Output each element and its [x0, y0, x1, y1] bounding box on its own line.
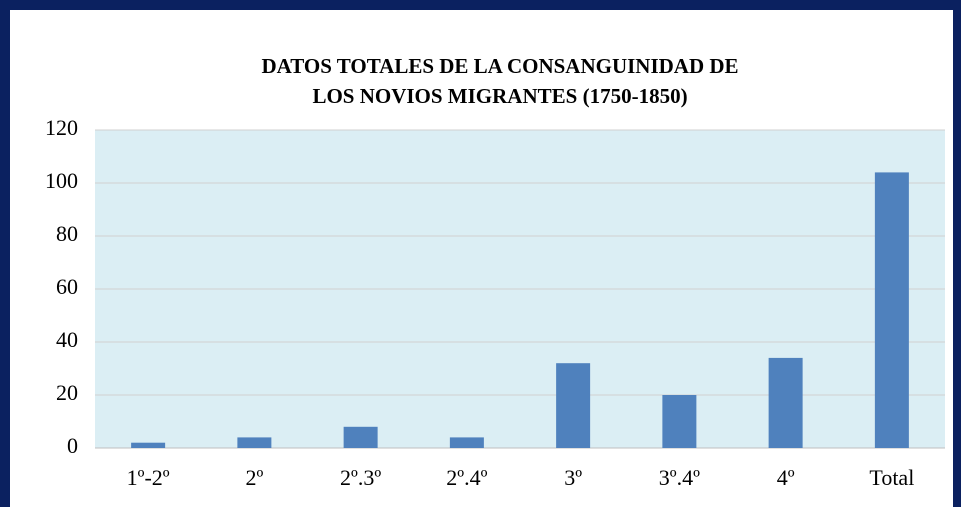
frame-top: [0, 0, 961, 10]
y-tick-label: 100: [45, 168, 78, 193]
x-tick-label: 2º: [245, 465, 263, 490]
y-tick-label: 80: [56, 221, 78, 246]
frame-right: [953, 0, 961, 507]
x-tick-label: 2º.4º: [446, 465, 487, 490]
bar: [237, 437, 272, 448]
x-tick-label: 2º.3º: [340, 465, 381, 490]
y-tick-label: 40: [56, 327, 78, 352]
x-tick-label: 3º.4º: [659, 465, 700, 490]
frame-left: [0, 0, 10, 507]
x-tick-label: 4º: [777, 465, 795, 490]
bar: [874, 172, 909, 448]
y-tick-label: 0: [67, 433, 78, 458]
bar: [556, 363, 591, 448]
x-tick-label: 3º: [564, 465, 582, 490]
x-tick-label: Total: [869, 465, 914, 490]
bar: [662, 395, 697, 448]
y-tick-label: 120: [45, 115, 78, 140]
x-tick-label: 1º-2º: [127, 465, 170, 490]
chart-title: LOS NOVIOS MIGRANTES (1750-1850): [312, 84, 687, 108]
chart-title: DATOS TOTALES DE LA CONSANGUINIDAD DE: [261, 54, 738, 78]
bar: [768, 357, 803, 448]
bar: [131, 442, 166, 448]
bar: [343, 426, 378, 448]
y-tick-label: 60: [56, 274, 78, 299]
bar: [449, 437, 484, 448]
y-tick-label: 20: [56, 380, 78, 405]
